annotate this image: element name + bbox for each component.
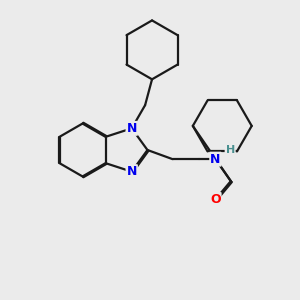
Text: H: H — [226, 145, 235, 155]
Text: N: N — [210, 153, 220, 166]
Text: N: N — [127, 165, 137, 178]
Text: O: O — [210, 193, 220, 206]
Text: N: N — [127, 122, 137, 135]
